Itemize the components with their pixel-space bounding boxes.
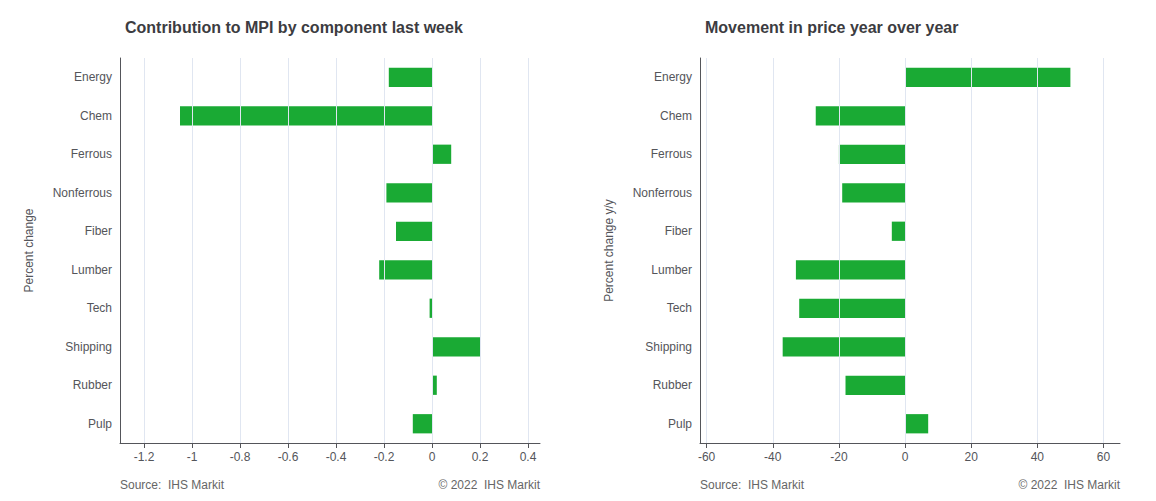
svg-text:-0.8: -0.8	[230, 450, 251, 464]
svg-text:-1: -1	[187, 450, 198, 464]
svg-text:Tech: Tech	[667, 301, 692, 315]
svg-text:Source: IHS Markit: Source: IHS Markit	[700, 478, 805, 492]
svg-text:Shipping: Shipping	[645, 340, 692, 354]
svg-text:60: 60	[1097, 450, 1111, 464]
svg-text:Movement in price year over ye: Movement in price year over year	[705, 19, 958, 36]
svg-text:-40: -40	[764, 450, 782, 464]
svg-text:0.4: 0.4	[520, 450, 537, 464]
svg-text:Pulp: Pulp	[668, 417, 692, 431]
svg-text:© 2022 IHS Markit: © 2022 IHS Markit	[438, 478, 540, 492]
svg-text:Pulp: Pulp	[88, 417, 112, 431]
svg-text:-0.4: -0.4	[326, 450, 347, 464]
svg-text:Tech: Tech	[87, 301, 112, 315]
svg-text:© 2022 IHS Markit: © 2022 IHS Markit	[1018, 478, 1120, 492]
svg-text:-1.2: -1.2	[134, 450, 155, 464]
svg-text:40: 40	[1031, 450, 1045, 464]
svg-text:-0.6: -0.6	[278, 450, 299, 464]
svg-text:Ferrous: Ferrous	[651, 147, 692, 161]
svg-text:Lumber: Lumber	[651, 263, 692, 277]
svg-text:-0.2: -0.2	[374, 450, 395, 464]
svg-text:Percent change y/y: Percent change y/y	[602, 199, 616, 302]
svg-text:Percent change: Percent change	[22, 208, 36, 292]
svg-text:20: 20	[965, 450, 979, 464]
svg-text:Nonferrous: Nonferrous	[53, 186, 112, 200]
svg-text:Energy: Energy	[654, 70, 692, 84]
svg-text:-20: -20	[830, 450, 848, 464]
svg-text:0.2: 0.2	[472, 450, 489, 464]
svg-text:Rubber: Rubber	[73, 378, 112, 392]
svg-text:0: 0	[429, 450, 436, 464]
svg-text:-60: -60	[698, 450, 716, 464]
svg-text:Ferrous: Ferrous	[71, 147, 112, 161]
svg-text:Fiber: Fiber	[85, 224, 112, 238]
svg-text:Rubber: Rubber	[653, 378, 692, 392]
svg-text:0: 0	[902, 450, 909, 464]
svg-text:Chem: Chem	[660, 109, 692, 123]
svg-text:Nonferrous: Nonferrous	[633, 186, 692, 200]
svg-text:Fiber: Fiber	[665, 224, 692, 238]
svg-text:Contribution to MPI by compone: Contribution to MPI by component last we…	[125, 19, 463, 36]
svg-text:Energy: Energy	[74, 70, 112, 84]
svg-text:Shipping: Shipping	[65, 340, 112, 354]
svg-text:Chem: Chem	[80, 109, 112, 123]
svg-text:Lumber: Lumber	[71, 263, 112, 277]
svg-text:Source: IHS Markit: Source: IHS Markit	[120, 478, 225, 492]
